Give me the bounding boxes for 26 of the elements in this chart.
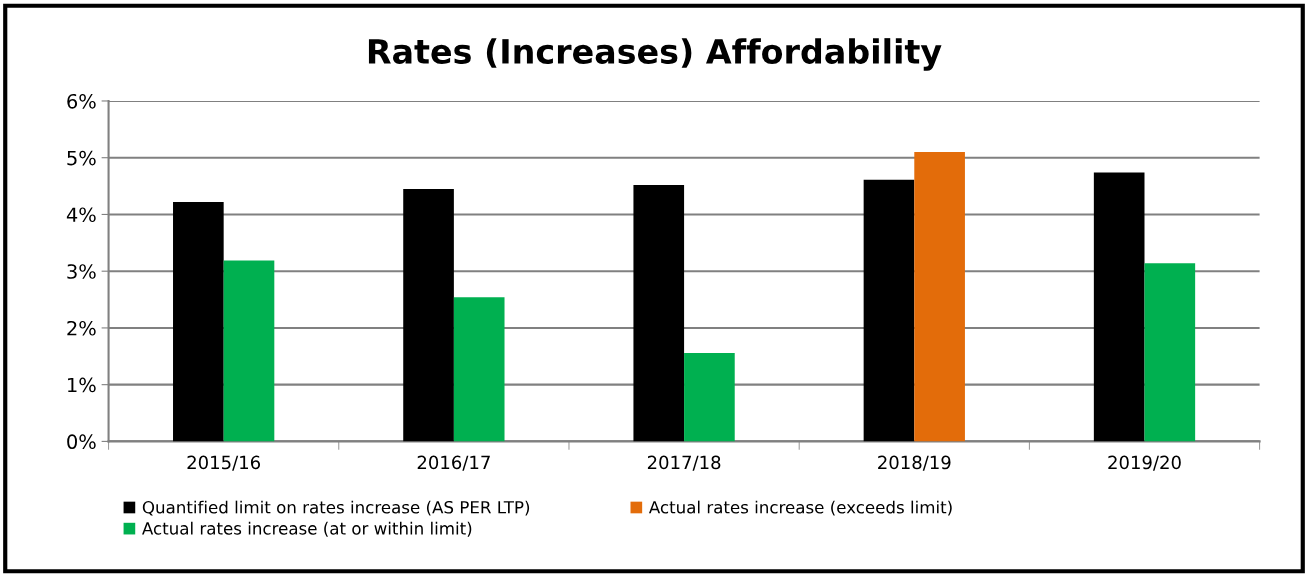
bar xyxy=(914,152,965,442)
y-tick-label: 4% xyxy=(66,207,96,223)
bar xyxy=(1144,263,1196,442)
bar xyxy=(403,188,454,442)
bar xyxy=(1093,172,1145,442)
legend-label: Actual rates increase (exceeds limit) xyxy=(648,500,952,516)
y-tick-label: 2% xyxy=(67,320,96,336)
x-tick-label: 2015/16 xyxy=(187,455,261,471)
y-tick-label: 1% xyxy=(68,377,96,393)
x-tick-label: 2017/18 xyxy=(647,455,721,471)
bar xyxy=(453,297,505,442)
bar xyxy=(863,179,915,442)
legend-label: Actual rates increase (at or within limit) xyxy=(142,521,472,537)
chart-title: Rates (Increases) Affordability xyxy=(368,38,942,71)
x-tick-label: 2016/17 xyxy=(417,455,490,471)
bar xyxy=(633,184,685,442)
y-tick-label: 3% xyxy=(67,264,96,279)
x-tick-label: 2018/19 xyxy=(878,455,951,471)
legend-label: Quantified limit on rates increase (AS PER LTP) xyxy=(142,500,530,516)
y-tick-label: 0% xyxy=(67,434,96,450)
bar xyxy=(223,260,275,442)
y-tick-label: 6% xyxy=(67,93,96,109)
y-tick-label: 5% xyxy=(67,150,96,166)
x-tick-label: 2019/20 xyxy=(1108,455,1181,471)
bar xyxy=(684,352,735,442)
bar xyxy=(173,201,224,442)
